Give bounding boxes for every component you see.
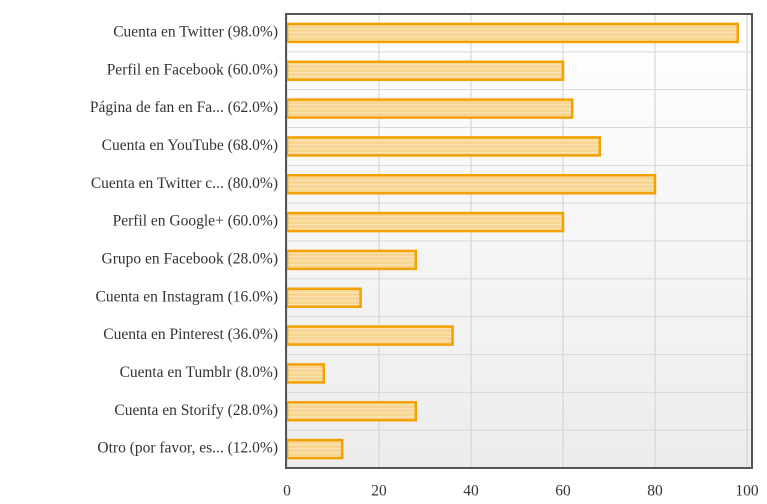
bar: [285, 174, 657, 195]
plot-border: [285, 13, 753, 469]
bar: [285, 98, 574, 119]
bar: [285, 325, 454, 346]
bar: [285, 438, 344, 460]
y-tick-label: Cuenta en Twitter (98.0%): [113, 23, 278, 40]
y-tick-label: Página de fan en Fa... (62.0%): [90, 99, 278, 116]
y-tick-label: Cuenta en Pinterest (36.0%): [103, 326, 278, 343]
y-tick-label: Perfil en Google+ (60.0%): [113, 213, 278, 230]
x-tick-label: 80: [647, 483, 663, 500]
bar: [285, 401, 418, 422]
y-tick-label: Cuenta en Twitter c... (80.0%): [91, 175, 278, 192]
bar: [285, 60, 565, 81]
y-tick-label: Cuenta en Instagram (16.0%): [96, 288, 279, 305]
bar: [285, 363, 326, 384]
y-tick-label: Cuenta en Storify (28.0%): [114, 402, 278, 419]
bar: [285, 287, 362, 308]
bar: [285, 136, 602, 157]
bar: [285, 249, 418, 271]
x-tick-label: 100: [735, 483, 759, 500]
bar: [285, 22, 740, 44]
x-tick-label: 0: [283, 483, 291, 500]
y-tick-label: Otro (por favor, es... (12.0%): [97, 440, 278, 457]
x-tick-label: 40: [463, 483, 479, 500]
y-tick-label: Cuenta en YouTube (68.0%): [102, 137, 278, 154]
y-tick-label: Perfil en Facebook (60.0%): [107, 61, 278, 78]
y-tick-label: Grupo en Facebook (28.0%): [102, 250, 278, 267]
bar: [285, 211, 565, 233]
y-tick-label: Cuenta en Tumblr (8.0%): [120, 364, 278, 381]
x-tick-label: 20: [371, 483, 387, 500]
x-tick-label: 60: [555, 483, 571, 500]
